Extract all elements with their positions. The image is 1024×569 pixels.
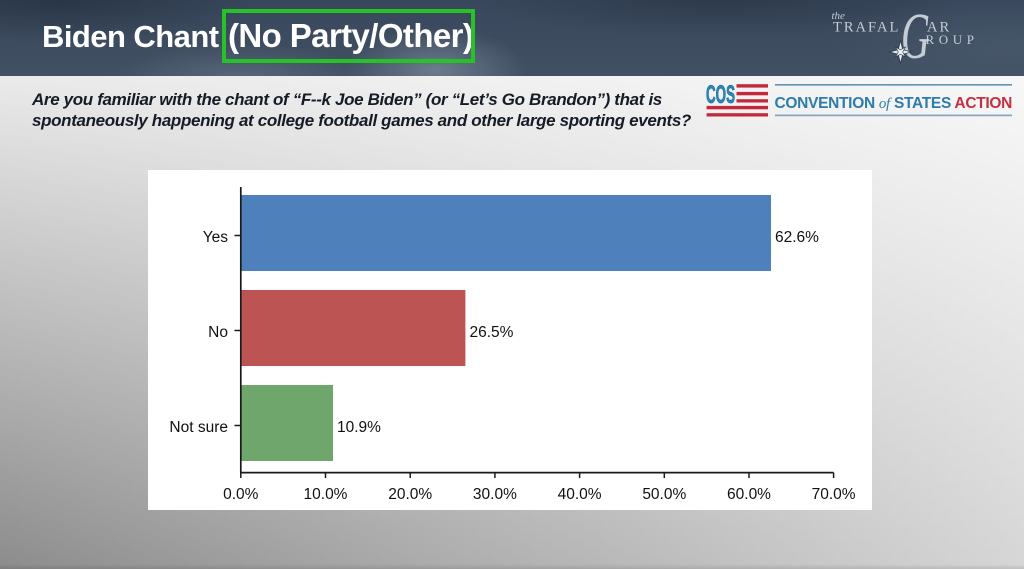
svg-text:AR: AR — [927, 20, 951, 36]
svg-text:ROUP: ROUP — [926, 32, 979, 47]
svg-text:COS: COS — [706, 81, 735, 109]
svg-text:40.0%: 40.0% — [558, 486, 602, 503]
svg-text:G: G — [901, 0, 930, 73]
svg-text:CONVENTION of STATES ACTION: CONVENTION of STATES ACTION — [775, 95, 1013, 112]
svg-text:TRAFAL: TRAFAL — [833, 20, 900, 36]
svg-text:30.0%: 30.0% — [473, 486, 517, 503]
svg-text:10.9%: 10.9% — [337, 419, 381, 436]
svg-text:Not sure: Not sure — [169, 419, 228, 436]
svg-text:50.0%: 50.0% — [642, 486, 686, 503]
svg-text:60.0%: 60.0% — [727, 486, 771, 503]
svg-text:No: No — [208, 324, 228, 341]
svg-text:62.6%: 62.6% — [775, 229, 819, 246]
svg-text:the: the — [832, 10, 846, 22]
svg-text:26.5%: 26.5% — [470, 324, 514, 341]
svg-text:0.0%: 0.0% — [223, 486, 259, 503]
svg-text:Yes: Yes — [203, 229, 229, 246]
svg-text:20.0%: 20.0% — [388, 486, 432, 503]
svg-text:10.0%: 10.0% — [304, 486, 348, 503]
svg-text:70.0%: 70.0% — [812, 486, 856, 503]
